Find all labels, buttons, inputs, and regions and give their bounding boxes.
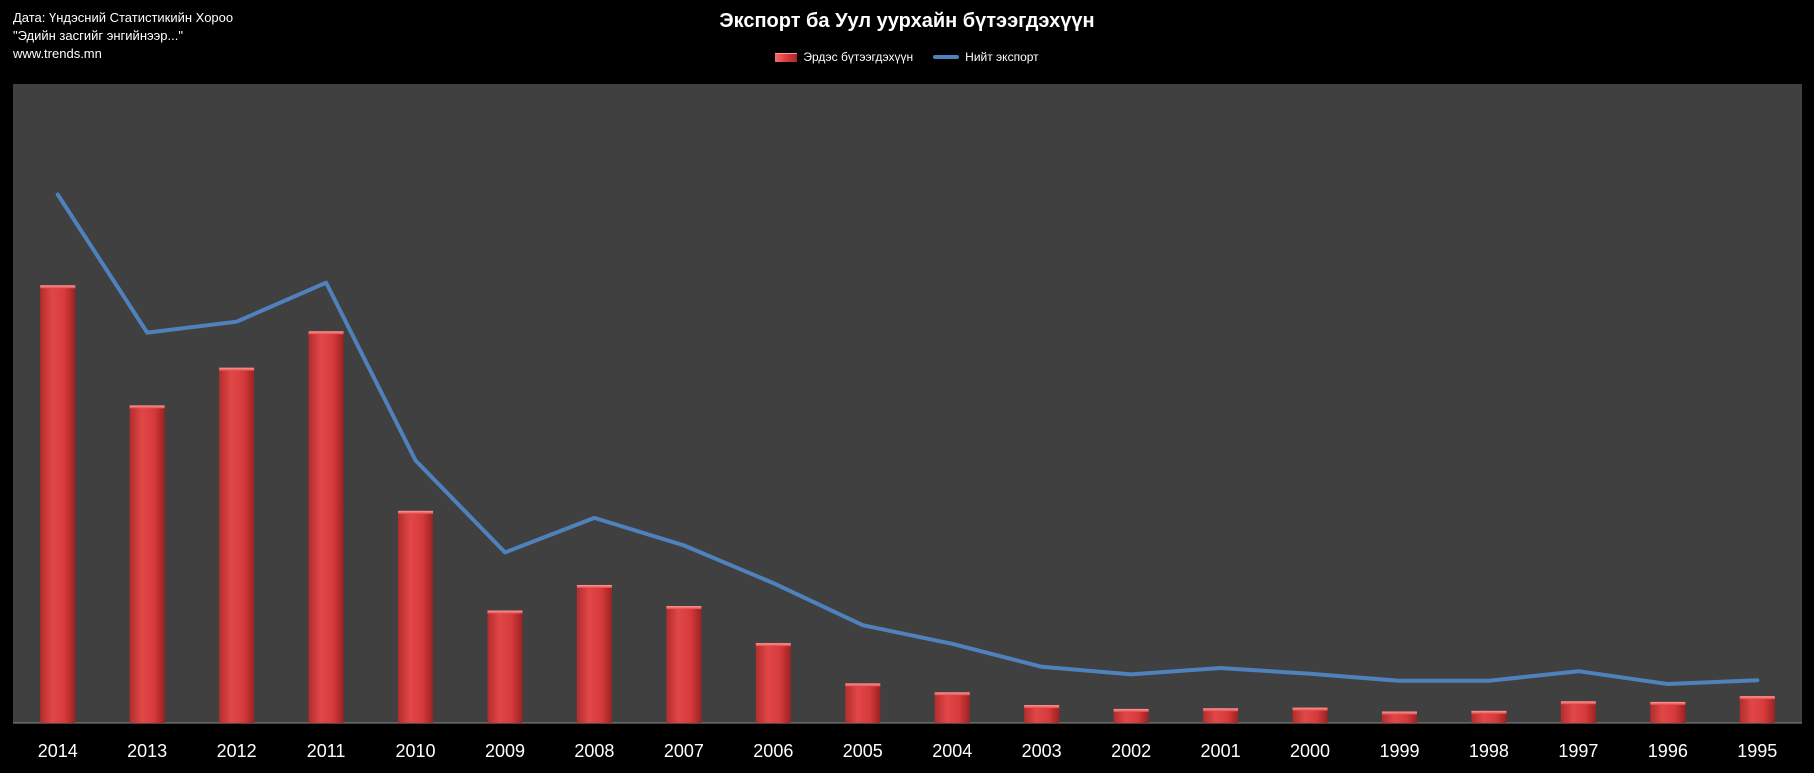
bar-2003 [1024,705,1060,723]
bar-cap-2010 [398,510,434,514]
x-tick-label: 2007 [664,741,704,761]
x-tick-label: 1998 [1469,741,1509,761]
x-axis-ticks: 2014 2013 2012 2011 2010 2009 2008 2007 2006 2005… [38,741,1778,761]
bar-cap-2013 [129,405,165,409]
bar-cap-1996 [1650,701,1686,705]
x-tick-label: 2006 [753,741,793,761]
x-tick-label: 2011 [307,741,346,761]
chart-title: Экспорт ба Уул уурхайн бүтээгдэхүүн [719,10,1095,32]
x-tick-label: 2013 [127,741,167,761]
x-tick-label: 2010 [396,741,436,761]
bar-cap-2014 [40,285,76,289]
bar-1995 [1739,696,1775,723]
bar-2000 [1292,707,1328,723]
chart-legend: Эрдэс бүтээгдэхүүн Нийт экспорт [0,50,1814,64]
legend-bar-swatch [775,52,798,62]
legend-line-swatch [933,55,960,59]
bar-cap-2011 [308,331,344,335]
bar-1996 [1650,701,1686,723]
bar-2010 [398,510,434,723]
total-export-line [55,192,1760,686]
x-tick-label: 2005 [843,741,883,761]
bar-2008 [576,584,612,723]
bar-1998 [1471,710,1507,723]
bar-cap-2009 [487,610,523,614]
bar-2011 [308,331,344,723]
bar-2007 [666,606,702,723]
x-tick-label: 1995 [1737,741,1777,761]
x-tick-label: 1997 [1558,741,1598,761]
bar-cap-2007 [666,606,702,610]
bar-series [40,285,1775,723]
bar-cap-1997 [1560,701,1596,705]
legend-item-minerals: Эрдэс бүтээгдэхүүн [775,50,913,64]
x-tick-label: 2001 [1201,741,1241,761]
x-tick-label: 2008 [574,741,614,761]
bar-cap-2003 [1024,705,1060,709]
bar-cap-1998 [1471,710,1507,714]
x-tick-label: 2000 [1290,741,1330,761]
line-series [55,192,1760,686]
x-tick-label: 2004 [932,741,972,761]
bar-cap-2002 [1113,708,1149,712]
legend-label-total-export: Нийт экспорт [965,50,1039,64]
bar-cap-1995 [1739,696,1775,700]
bar-1999 [1381,711,1417,723]
bar-1997 [1560,701,1596,723]
bar-2012 [219,367,255,723]
legend-item-total-export: Нийт экспорт [933,50,1039,64]
bar-2014 [40,285,76,723]
x-tick-label: 1996 [1648,741,1688,761]
bar-2001 [1203,708,1239,723]
bar-2004 [934,692,970,723]
data-source-note: Дата: Үндэсний Статистикийн Хороо "Эдийн… [13,9,233,63]
x-tick-label: 2002 [1111,741,1151,761]
plot-area [13,84,1802,723]
bar-cap-2006 [755,643,791,647]
bar-cap-2001 [1203,708,1239,712]
bar-cap-2005 [845,683,881,687]
bar-2005 [845,683,881,723]
x-tick-label: 2014 [38,741,78,761]
bar-cap-2012 [219,367,255,371]
bar-2009 [487,610,523,723]
bar-cap-1999 [1381,711,1417,715]
bar-2006 [755,643,791,723]
source-line: www.trends.mn [13,46,102,61]
source-line: Дата: Үндэсний Статистикийн Хороо [13,10,234,25]
source-line: "Эдийн засгийг энгийнээр..." [13,28,183,43]
bar-cap-2000 [1292,707,1328,711]
x-tick-label: 1999 [1379,741,1419,761]
bar-cap-2004 [934,692,970,696]
bar-2002 [1113,708,1149,723]
legend-label-minerals: Эрдэс бүтээгдэхүүн [803,50,914,64]
bar-cap-2008 [576,584,612,588]
x-tick-label: 2003 [1022,741,1062,761]
bar-2013 [129,405,165,723]
x-tick-label: 2009 [485,741,525,761]
x-tick-label: 2012 [217,741,257,761]
